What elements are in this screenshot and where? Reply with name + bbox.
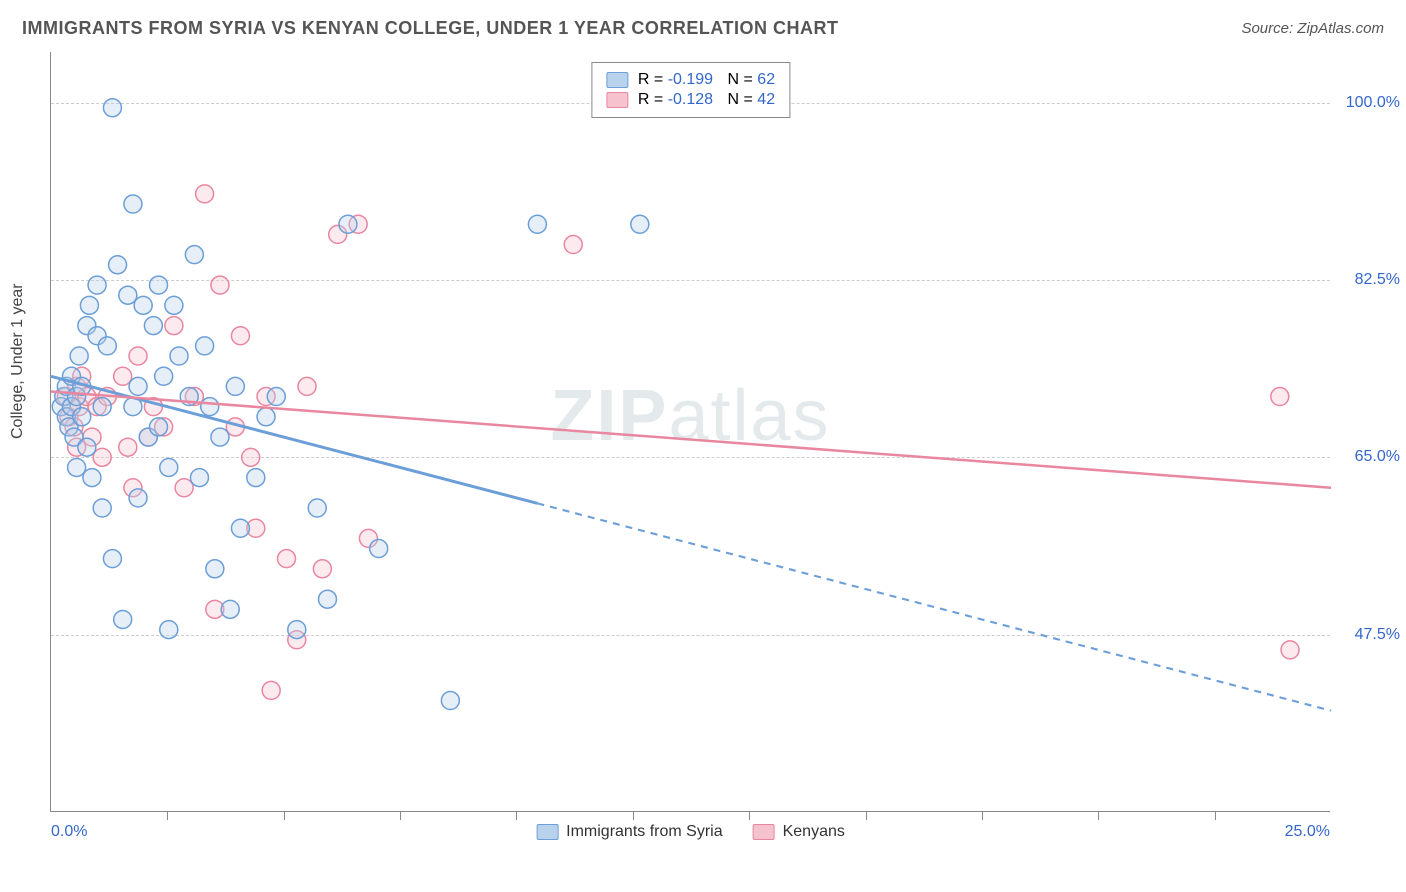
y-tick-label: 47.5% bbox=[1340, 626, 1400, 644]
legend-label: Kenyans bbox=[783, 823, 845, 841]
legend-swatch bbox=[606, 92, 628, 108]
legend-swatch bbox=[536, 824, 558, 840]
legend-n-label: N = 42 bbox=[723, 91, 775, 109]
legend-swatch bbox=[606, 72, 628, 88]
legend-item: Kenyans bbox=[753, 823, 845, 841]
legend-n-label: N = 62 bbox=[723, 71, 775, 89]
scatter-plot bbox=[51, 52, 1330, 811]
chart-area: ZIPatlas 47.5%65.0%82.5%100.0% R = -0.19… bbox=[50, 52, 1330, 812]
y-tick-label: 100.0% bbox=[1340, 94, 1400, 112]
legend-swatch bbox=[753, 824, 775, 840]
legend-row: R = -0.199 N = 62 bbox=[606, 71, 775, 89]
legend-item: Immigrants from Syria bbox=[536, 823, 722, 841]
legend-r-label: R = -0.128 bbox=[638, 91, 713, 109]
chart-header: IMMIGRANTS FROM SYRIA VS KENYAN COLLEGE,… bbox=[22, 18, 1384, 39]
legend-r-label: R = -0.199 bbox=[638, 71, 713, 89]
y-tick-label: 65.0% bbox=[1340, 448, 1400, 466]
chart-source: Source: ZipAtlas.com bbox=[1241, 20, 1384, 37]
legend-row: R = -0.128 N = 42 bbox=[606, 91, 775, 109]
y-tick-label: 82.5% bbox=[1340, 271, 1400, 289]
legend-label: Immigrants from Syria bbox=[566, 823, 722, 841]
chart-title: IMMIGRANTS FROM SYRIA VS KENYAN COLLEGE,… bbox=[22, 18, 839, 39]
x-tick-label: 25.0% bbox=[1285, 823, 1330, 841]
legend-stats: R = -0.199 N = 62 R = -0.128 N = 42 bbox=[591, 62, 790, 118]
x-tick-label: 0.0% bbox=[51, 823, 87, 841]
y-axis-title: College, Under 1 year bbox=[9, 283, 27, 439]
legend-bottom: Immigrants from Syria Kenyans bbox=[536, 823, 845, 841]
